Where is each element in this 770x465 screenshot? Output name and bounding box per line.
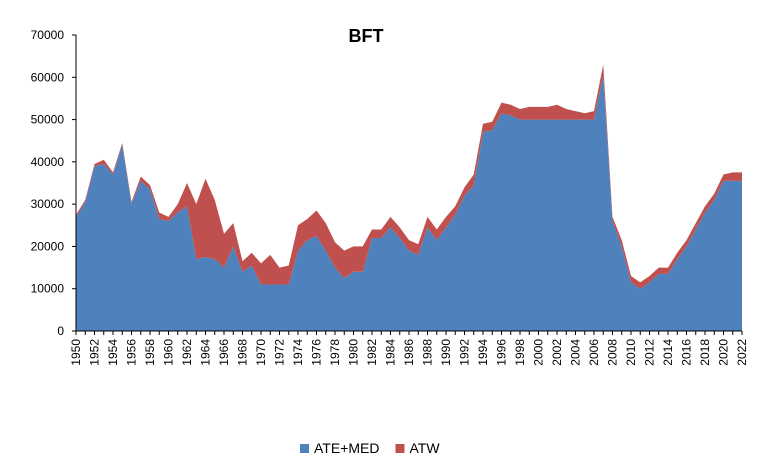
x-tick-label: 1964 [199,339,213,366]
y-tick-label: 70000 [31,28,65,42]
x-tick-label: 2010 [624,339,638,366]
x-tick-label: 1962 [180,339,194,366]
x-tick-label: 1974 [291,339,305,366]
x-tick-label: 2008 [606,339,620,366]
x-tick-label: 1960 [162,339,176,366]
legend-label-ate-med: ATE+MED [314,440,379,456]
y-tick-label: 20000 [31,239,65,253]
y-tick-label: 30000 [31,197,65,211]
x-tick-label: 1994 [476,339,490,366]
legend-swatch-atw [395,444,405,453]
x-tick-label: 1990 [439,339,453,366]
chart-title: BFT [349,26,384,46]
x-tick-label: 1992 [458,339,472,366]
axes: 0 10000 20000 30000 40000 50000 60000 70000 195… [31,28,749,366]
x-tick-label: 1982 [365,339,379,366]
stacked-areas [76,64,742,331]
area-series-atw [76,64,742,289]
x-tick-label: 1970 [254,339,268,366]
x-tick-label: 1976 [310,339,324,366]
x-tick-label: 2000 [532,339,546,366]
x-tick-label: 1972 [273,339,287,366]
x-tick-label: 2022 [735,339,749,366]
x-tick-label: 1988 [421,339,435,366]
y-tick-label: 50000 [31,113,65,127]
x-tick-label: 1984 [384,339,398,366]
y-tick-label: 10000 [31,282,65,296]
y-axis-ticks: 0 10000 20000 30000 40000 50000 60000 70000 [31,28,76,338]
x-tick-label: 2002 [550,339,564,366]
x-tick-label: 1958 [143,339,157,366]
x-tick-label: 2006 [587,339,601,366]
legend-swatch-ate-med [300,444,309,453]
x-tick-label: 2018 [698,339,712,366]
area-series-ate-med [76,75,742,331]
x-tick-label: 1950 [69,339,83,366]
x-tick-label: 2016 [680,339,694,366]
legend: ATE+MED ATW [300,440,440,456]
x-tick-label: 2004 [569,339,583,366]
x-tick-label: 2014 [661,339,675,366]
x-tick-label: 1986 [402,339,416,366]
y-tick-label: 0 [57,324,64,338]
x-tick-label: 1998 [513,339,527,366]
x-tick-label: 1952 [88,339,102,366]
x-tick-label: 1956 [125,339,139,366]
x-tick-label: 1968 [236,339,250,366]
x-tick-label: 1978 [328,339,342,366]
x-tick-label: 1996 [495,339,509,366]
y-tick-label: 60000 [31,70,65,84]
x-tick-label: 2012 [643,339,657,366]
x-tick-label: 1966 [217,339,231,366]
x-tick-label: 2020 [717,339,731,366]
y-tick-label: 40000 [31,155,65,169]
x-tick-label: 1980 [347,339,361,366]
x-tick-label: 1954 [106,339,120,366]
legend-label-atw: ATW [409,440,440,456]
x-axis-ticks: 1950 1952 1954 1956 1958 1960 1962 1964 1966 1968… [69,331,749,366]
